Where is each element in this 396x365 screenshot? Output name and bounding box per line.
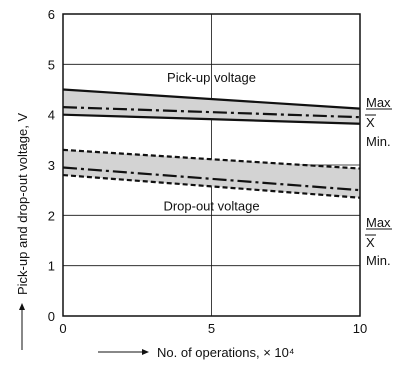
band-1 [63, 149, 360, 198]
series-line-1-0 [62, 148, 361, 170]
x-axis-arrow-head [142, 349, 149, 355]
group-label-1: Drop-out voltage [163, 198, 259, 213]
x-tick-label: 0 [59, 321, 66, 336]
right-label-2: Min. [366, 134, 391, 149]
series-line-1-2 [62, 173, 361, 199]
plot-frame [62, 13, 361, 317]
x-axis-label: No. of operations, × 10⁴ [157, 345, 294, 360]
right-label-1: X [366, 115, 375, 130]
x-tick-label: 5 [208, 321, 215, 336]
right-label-5: Min. [366, 253, 391, 268]
right-label-3: Max [366, 215, 391, 230]
y-tick-label: 0 [48, 309, 55, 324]
series-line-0-2 [62, 113, 361, 125]
x-tick-label: 10 [353, 321, 367, 336]
y-tick-label: 5 [48, 57, 55, 72]
right-label-4: X [366, 235, 375, 250]
right-labels: Max X Min. Max X Min. [365, 95, 392, 268]
y-axis-label: Pick-up and drop-out voltage, V [15, 113, 30, 295]
tolerance-bands [63, 89, 360, 198]
series-line-0-0 [62, 88, 361, 110]
y-tick-label: 1 [48, 259, 55, 274]
tick-labels: 0 5 10 0 1 2 3 4 5 6 [48, 7, 367, 336]
y-axis-arrow-head [19, 303, 25, 310]
y-tick-label: 4 [48, 108, 55, 123]
y-tick-label: 2 [48, 208, 55, 223]
series-lines [62, 88, 361, 199]
y-tick-label: 3 [48, 158, 55, 173]
group-labels: Pick-up voltage Drop-out voltage [163, 70, 259, 213]
right-label-0: Max [366, 95, 391, 110]
y-tick-label: 6 [48, 7, 55, 22]
band-0 [63, 89, 360, 124]
group-label-0: Pick-up voltage [167, 70, 256, 85]
